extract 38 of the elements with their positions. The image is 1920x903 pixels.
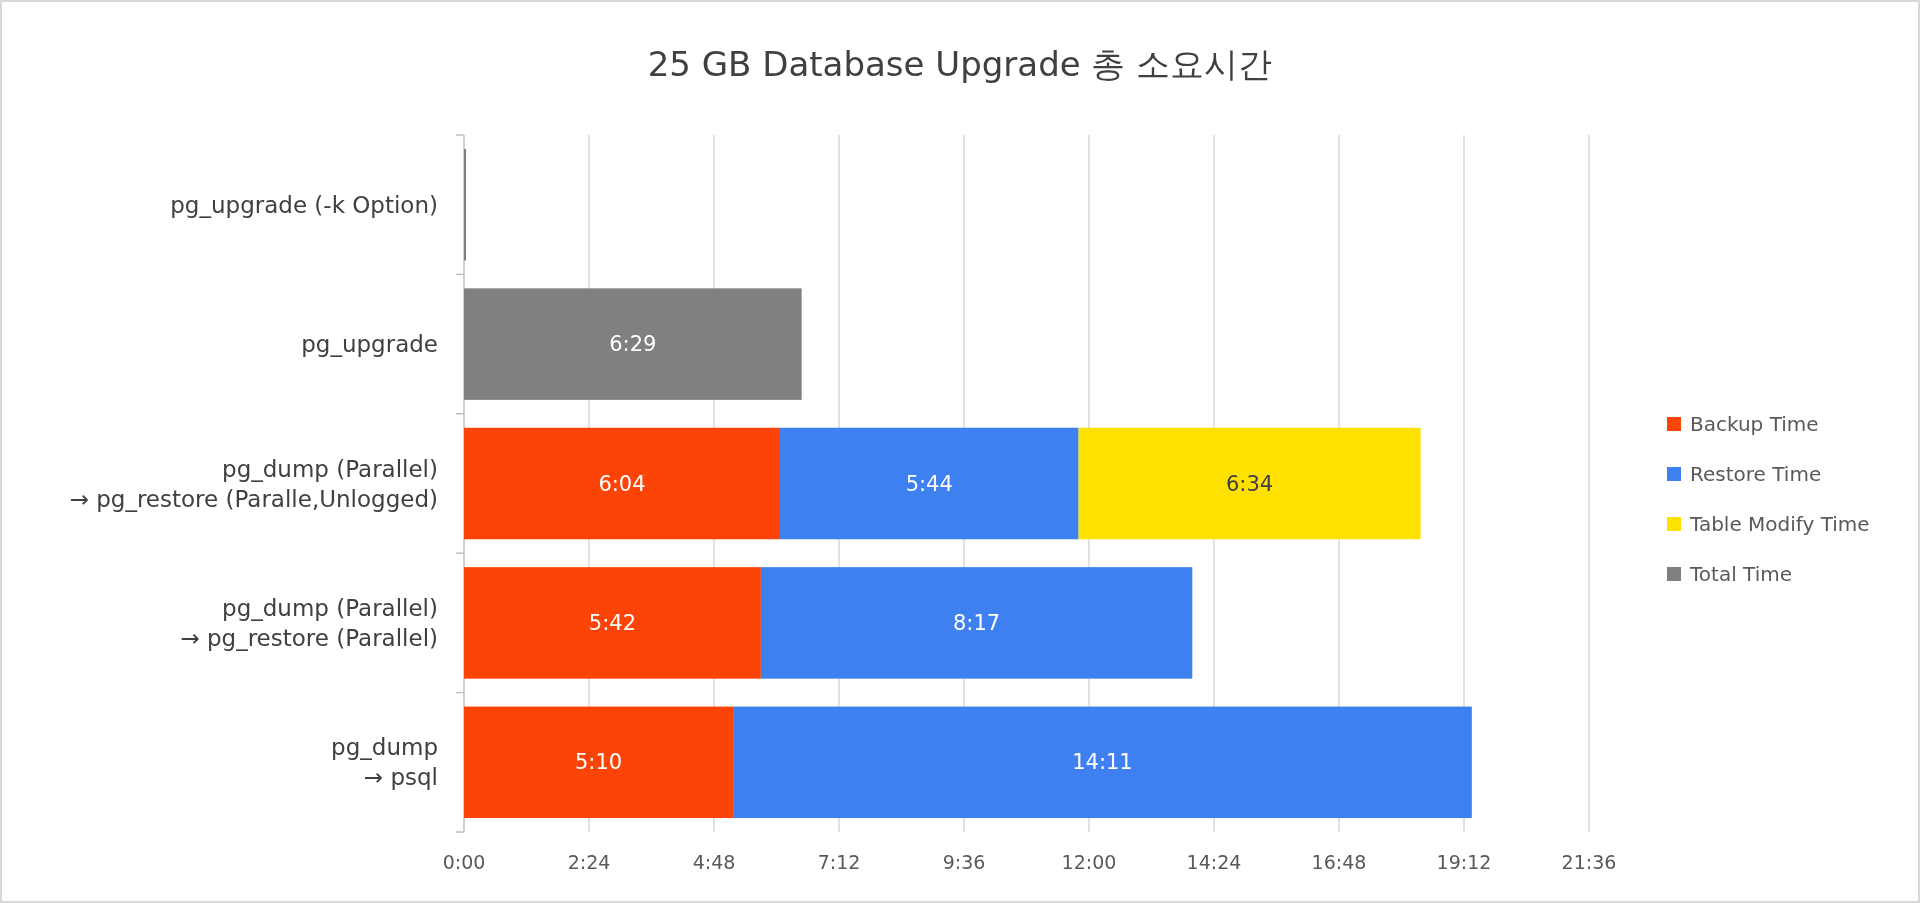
ytick: pg_dump (Parallel) [222,594,438,621]
data-label: 5:10 [574,750,623,775]
legend: Total Time [1690,562,1792,586]
bar [464,706,734,819]
bar [464,288,802,400]
data-label: 6:34 [1226,471,1274,496]
xtick: 4:48 [692,851,736,873]
ytick: pg_upgrade (-k Option) [170,191,438,218]
ytick: pg_dump (Parallel) [222,455,438,482]
bar [464,148,467,261]
data-label: 8:17 [953,610,1001,635]
ytick: → pg_restore (Parallel) [180,624,438,651]
data-label: 6:04 [598,471,646,496]
data-label: 14:11 [1072,750,1133,775]
xtick: 7:12 [817,851,861,873]
data-label: 6:29 [609,332,657,357]
xtick: 16:48 [1311,851,1367,873]
data-label: 5:42 [588,610,636,635]
xtick: 14:24 [1186,851,1242,873]
legend: Table Modify Time [1690,512,1870,536]
xtick: 19:12 [1436,851,1492,873]
xtick: 12:00 [1061,851,1117,873]
bar [760,567,1193,679]
ytick: → psql [363,764,438,791]
ytick: pg_upgrade [301,331,438,358]
xtick: 2:24 [567,851,611,873]
xtick: 9:36 [942,851,986,873]
xtick: 0:00 [442,851,486,873]
legend: Restore Time [1690,462,1822,486]
bar [733,706,1472,819]
xtick: 21:36 [1561,851,1617,873]
bar [464,567,761,679]
title: 25 GB Database Upgrade 총 소요시간 [647,44,1273,84]
legend: Backup Time [1690,412,1819,436]
ytick: → pg_restore (Paralle,Unlogged) [69,485,438,512]
bar [464,427,780,540]
ytick: pg_dump [331,734,438,761]
data-label: 5:44 [905,471,953,496]
